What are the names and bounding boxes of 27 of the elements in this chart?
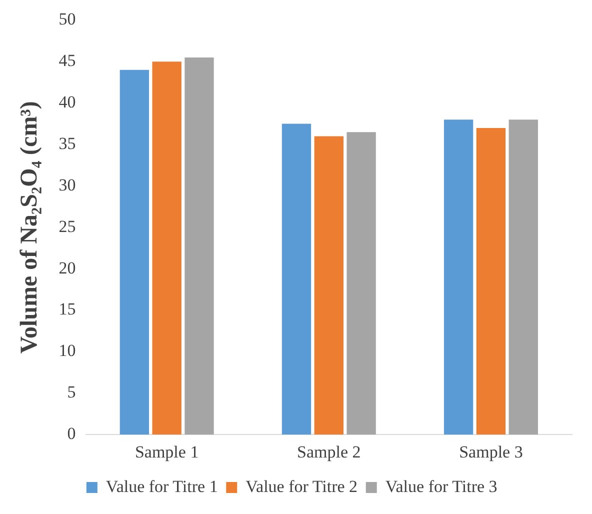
y-tick-label: 5 — [67, 382, 76, 402]
legend-label: Value for Titre 3 — [385, 476, 498, 496]
y-tick-label: 50 — [58, 10, 76, 29]
legend-label: Value for Titre 2 — [246, 476, 358, 496]
bar — [120, 70, 150, 435]
x-tick-label: Sample 1 — [134, 442, 199, 462]
y-tick-label: 10 — [58, 341, 76, 360]
y-axis-title: Volume of Na₂S₂O₄ (cm³) — [16, 101, 43, 354]
bar — [314, 136, 344, 435]
bar — [152, 62, 182, 435]
y-tick-label: 0 — [67, 424, 76, 444]
bar — [282, 124, 312, 435]
y-tick-label: 15 — [58, 300, 76, 319]
y-tick-label: 45 — [58, 51, 76, 70]
y-tick-label: 20 — [58, 258, 76, 278]
x-tick-label: Sample 2 — [297, 442, 361, 462]
bar — [444, 120, 474, 435]
bar — [346, 132, 376, 435]
y-tick-label: 30 — [58, 175, 76, 194]
y-tick-label: 35 — [58, 134, 76, 153]
bar — [508, 120, 538, 435]
x-tick-label: Sample 3 — [459, 442, 523, 462]
y-tick-label: 25 — [58, 216, 76, 236]
legend-label: Value for Titre 1 — [106, 476, 218, 496]
bar — [184, 57, 214, 435]
bar — [476, 128, 506, 435]
y-tick-label: 40 — [58, 92, 76, 112]
